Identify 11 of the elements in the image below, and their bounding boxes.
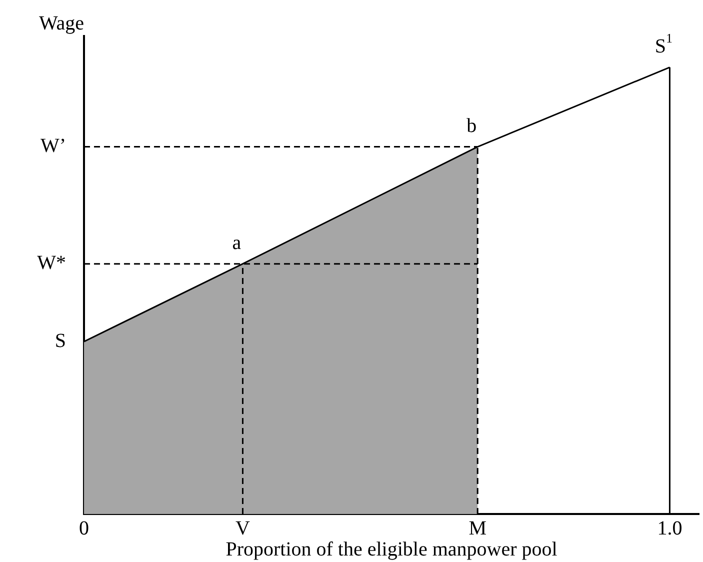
- annotation: W’: [40, 135, 66, 158]
- annotation: b: [466, 115, 477, 138]
- x-tick-label: 1.0: [657, 517, 682, 540]
- annotation: S: [54, 330, 66, 352]
- x-tick-label: M: [468, 517, 487, 540]
- x-axis-title: Proportion of the eligible manpower pool: [226, 538, 558, 560]
- x-tick-label: V: [236, 517, 250, 540]
- x-tick-label: 0: [79, 517, 89, 540]
- annotation: a: [232, 232, 242, 254]
- annotation: W*: [37, 252, 66, 274]
- y-axis-title: Wage: [38, 12, 84, 34]
